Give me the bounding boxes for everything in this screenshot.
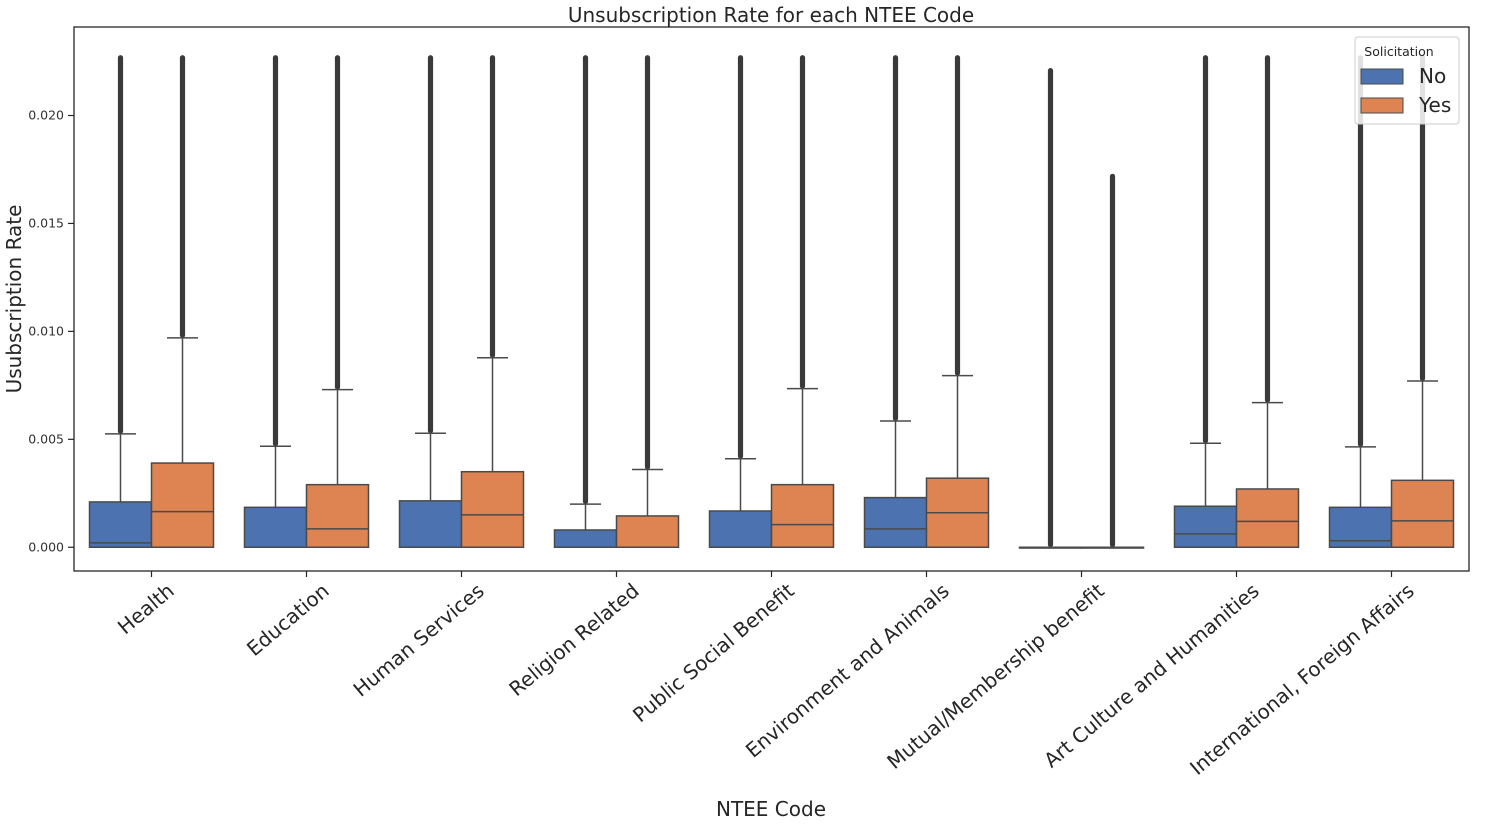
plot-area	[73, 26, 1470, 572]
box-yes	[770, 483, 835, 549]
outlier-band	[1419, 55, 1426, 382]
y-tick-label: 0.010	[28, 323, 64, 338]
outlier-band	[1047, 68, 1054, 548]
box-yes	[615, 515, 680, 549]
outlier-band	[427, 55, 434, 434]
box-no	[398, 500, 463, 549]
x-axis-title: NTEE Code	[716, 797, 826, 821]
outlier-band	[117, 55, 124, 434]
legend-label: Yes	[1418, 93, 1451, 117]
box-no	[88, 501, 153, 549]
outlier-layer	[117, 55, 1426, 548]
outlier-band	[272, 55, 279, 447]
y-axis-title: Usubscription Rate	[2, 205, 26, 394]
x-tick-label: Human Services	[349, 578, 489, 701]
box-yes	[460, 470, 525, 549]
y-tick-label: 0.000	[28, 539, 64, 554]
outlier-band	[737, 55, 744, 459]
legend-swatch	[1360, 68, 1404, 85]
box-no	[708, 510, 773, 549]
x-axis: Health Education Human Services Religion Re…	[113, 571, 1419, 780]
chart-title: Unsubscription Rate for each NTEE Code	[568, 3, 974, 27]
x-tick-label: Health	[113, 578, 179, 639]
box-yes	[305, 483, 370, 549]
y-tick-label: 0.015	[28, 215, 64, 230]
outlier-band	[644, 55, 651, 470]
outlier-band	[1109, 173, 1116, 548]
outlier-band	[1264, 55, 1271, 403]
box-yes	[1390, 479, 1455, 549]
outlier-band	[489, 55, 496, 358]
x-tick-label: Religion Related	[504, 578, 643, 700]
box-yes	[1235, 488, 1300, 549]
box-yes	[150, 462, 215, 549]
box-no	[243, 506, 308, 549]
legend-title: Solicitation	[1364, 44, 1433, 59]
outlier-band	[334, 55, 341, 390]
legend-swatch	[1360, 97, 1404, 114]
outlier-band	[1357, 55, 1364, 447]
outlier-band	[954, 55, 961, 376]
outlier-band	[799, 55, 806, 389]
median-layer	[89, 510, 1454, 549]
box-no	[863, 496, 928, 549]
y-axis: 0.000 0.005 0.010 0.015 0.020	[28, 108, 74, 554]
legend-label: No	[1419, 64, 1446, 88]
x-tick-label: Public Social Benefit	[628, 578, 799, 727]
outlier-band	[1202, 55, 1209, 444]
outlier-band	[892, 55, 899, 421]
legend: Solicitation No Yes	[1354, 36, 1460, 125]
box-no	[553, 529, 618, 549]
outlier-band	[179, 55, 186, 338]
outlier-band	[582, 55, 589, 505]
y-tick-label: 0.020	[28, 108, 64, 123]
box-no	[1173, 505, 1238, 549]
y-tick-label: 0.005	[28, 431, 64, 446]
x-tick-label: Education	[242, 578, 334, 660]
